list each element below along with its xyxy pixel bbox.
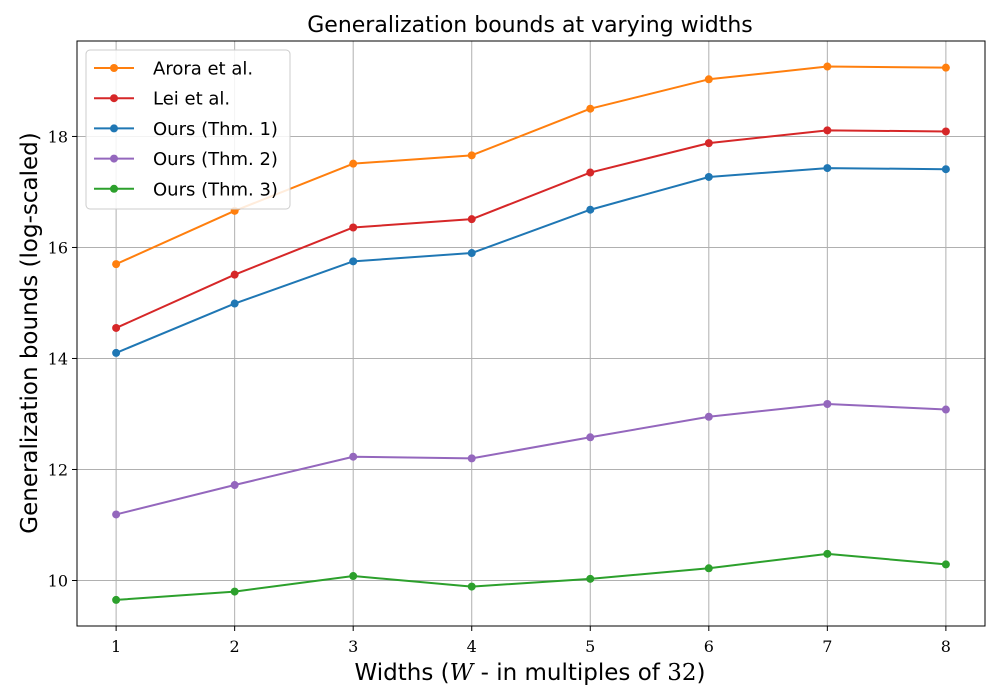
data-point [230,299,239,308]
x-tick-label: 6 [704,637,714,656]
data-point [941,405,950,414]
chart-title: Generalization bounds at varying widths [307,13,753,38]
series-line [115,402,946,516]
legend-item: Ours (Thm. 2) [94,149,278,170]
legend-item: Arora et al. [94,59,253,80]
y-tick-label: 14 [48,349,68,368]
series-group [112,399,950,519]
data-point [467,249,476,258]
legend-label: Ours (Thm. 2) [153,149,278,170]
legend-marker [110,94,118,103]
legend-marker [110,124,118,133]
data-point [941,63,950,72]
legend-marker [110,64,118,72]
data-point [349,452,358,461]
legend-label: Ours (Thm. 3) [153,179,278,200]
data-point [467,582,476,591]
data-point [586,168,595,177]
legend: Arora et al. Lei et al. Ours (Thm. 1) Ours … [85,49,291,210]
data-point [823,399,832,408]
series-line [116,552,946,601]
data-point [349,223,358,232]
data-point [586,574,595,583]
y-tick-label: 16 [48,238,68,257]
data-point [941,560,950,569]
data-point [586,104,595,113]
legend-label: Arora et al. [153,59,253,80]
x-tick-label: 1 [111,637,121,656]
y-axis-label: Generalization bounds (log-scaled) [17,132,43,533]
legend-marker [110,154,118,163]
x-tick-label: 3 [348,637,358,656]
legend-marker [110,184,118,193]
x-tick-label: 8 [941,637,951,656]
series-group [112,549,950,604]
data-point [941,127,950,136]
series-line [115,129,946,329]
data-point [586,205,595,214]
data-point [704,564,713,573]
data-point [941,165,950,174]
data-point [704,139,713,148]
data-point [112,323,121,332]
y-tick-label: 10 [48,571,68,590]
data-point [349,159,358,168]
legend-item: Lei et al. [94,89,230,110]
x-tick-label: 5 [585,637,595,656]
x-tick-label: 7 [822,637,832,656]
data-point [112,260,121,269]
x-axis-label: Widths (W - in multiples of 32) [355,660,706,686]
data-point [586,433,595,442]
data-point [112,510,121,519]
data-point [823,62,832,71]
data-point [112,595,121,604]
series-line [115,167,946,354]
series-group [112,126,950,332]
data-point [704,75,713,84]
data-point [823,549,832,558]
data-point [349,572,358,581]
x-tick-label: 4 [467,637,477,656]
data-point [823,126,832,135]
legend-box [85,49,291,210]
data-point [704,172,713,181]
data-point [349,257,358,266]
data-point [704,412,713,421]
data-point [230,270,239,279]
data-point [230,481,239,490]
legend-item: Ours (Thm. 3) [94,179,278,200]
y-tick-label: 12 [48,460,68,479]
plot-area-frame [76,40,986,627]
y-axis-ticks: 10 12 14 16 18 [48,127,77,590]
data-point [467,215,476,224]
series-group [112,164,950,357]
legend-label: Ours (Thm. 1) [153,119,278,140]
legend-item: Ours (Thm. 1) [94,119,278,140]
data-point [467,454,476,463]
grid-lines [77,41,985,626]
legend-label: Lei et al. [153,89,230,110]
data-point [112,348,121,357]
data-point [230,587,239,596]
data-point [823,164,832,173]
x-tick-label: 2 [230,637,240,656]
y-tick-label: 18 [48,127,68,146]
x-axis-ticks: 1 2 3 4 5 6 7 8 [111,626,951,656]
series-layer [112,62,950,604]
data-point [467,151,476,160]
